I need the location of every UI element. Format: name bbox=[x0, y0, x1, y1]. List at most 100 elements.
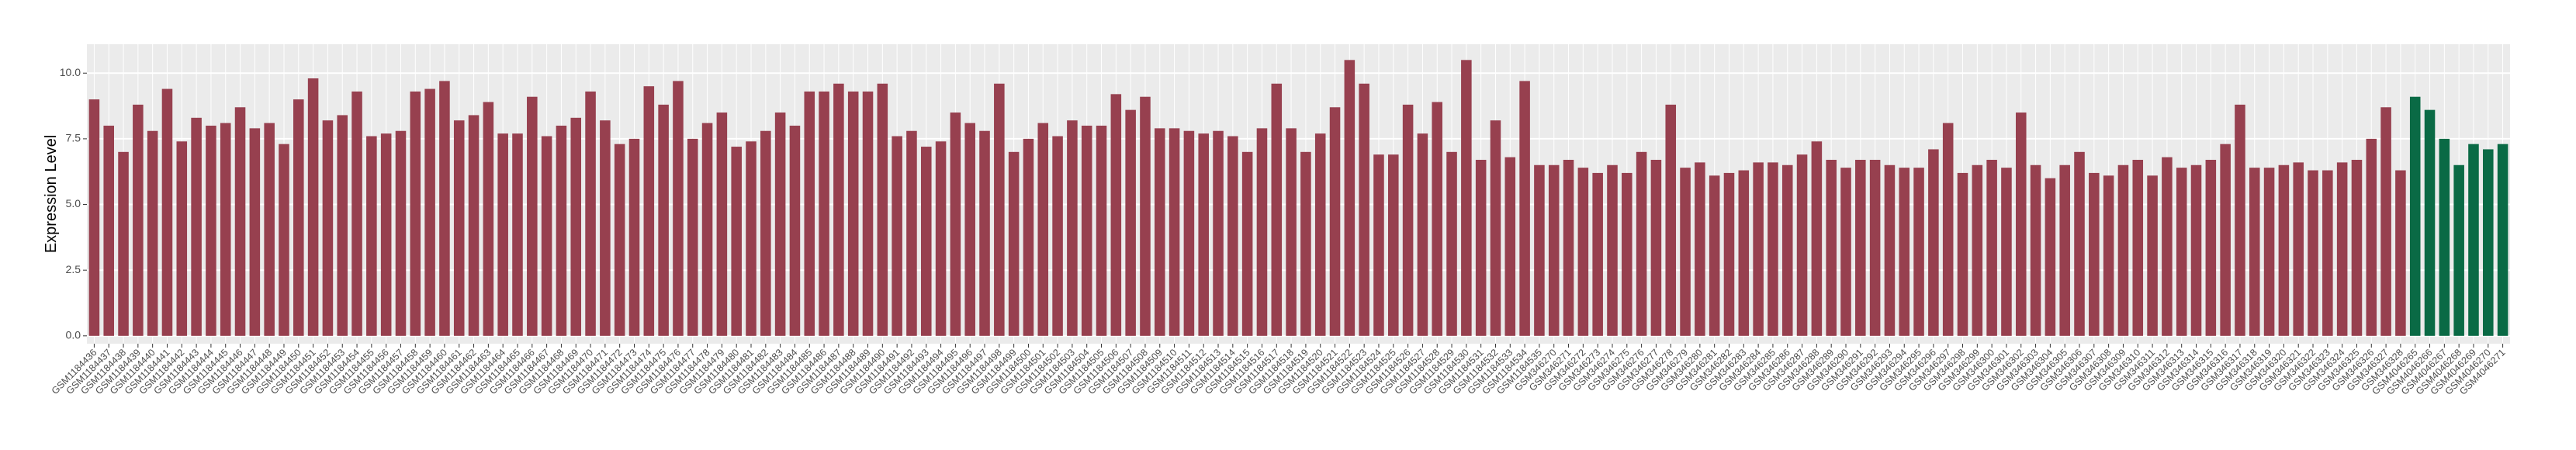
bar bbox=[1490, 120, 1501, 336]
bar bbox=[1665, 104, 1677, 336]
bar bbox=[1461, 60, 1472, 336]
bar bbox=[1899, 168, 1910, 336]
bar bbox=[1052, 136, 1063, 336]
bar bbox=[1709, 175, 1720, 336]
bar bbox=[395, 130, 407, 336]
bar bbox=[2089, 172, 2100, 336]
bar bbox=[453, 120, 465, 336]
y-tick-label: 5.0 bbox=[66, 197, 81, 209]
bar bbox=[1227, 136, 1238, 336]
bar bbox=[410, 91, 421, 336]
bar bbox=[2308, 170, 2318, 336]
bar bbox=[1738, 170, 1750, 336]
bar bbox=[2249, 168, 2260, 336]
bar bbox=[1942, 123, 1954, 336]
y-axis-label: Expression Level bbox=[43, 135, 60, 253]
bar bbox=[483, 102, 494, 336]
bar bbox=[1241, 151, 1253, 336]
bar bbox=[1388, 154, 1399, 336]
bar bbox=[1884, 164, 1896, 336]
bar bbox=[351, 91, 362, 336]
bar bbox=[1256, 128, 1268, 336]
bar bbox=[1067, 120, 1078, 336]
bar bbox=[2453, 164, 2464, 336]
bar bbox=[1155, 128, 1165, 336]
bar bbox=[862, 91, 874, 336]
bar bbox=[2045, 178, 2056, 336]
bar bbox=[1753, 162, 1764, 336]
bar bbox=[600, 120, 611, 336]
bar bbox=[556, 125, 567, 336]
bar bbox=[789, 125, 801, 336]
bar bbox=[2059, 164, 2070, 336]
bar bbox=[2351, 159, 2363, 336]
bar bbox=[191, 117, 202, 336]
bar bbox=[979, 130, 990, 336]
bar bbox=[88, 99, 100, 336]
bar bbox=[1271, 83, 1283, 336]
bar bbox=[1622, 172, 1633, 336]
bar bbox=[2074, 151, 2085, 336]
y-tick-label: 2.5 bbox=[66, 263, 81, 275]
bar bbox=[643, 86, 655, 336]
bar bbox=[1840, 168, 1851, 336]
bar bbox=[731, 147, 742, 336]
bar bbox=[585, 91, 596, 336]
y-tick-label: 10.0 bbox=[60, 66, 81, 78]
bar bbox=[2235, 104, 2245, 336]
y-tick-label: 0.0 bbox=[66, 329, 81, 341]
bar bbox=[1023, 138, 1034, 336]
bar bbox=[2483, 149, 2494, 336]
bar bbox=[161, 88, 173, 336]
bar bbox=[1695, 162, 1705, 336]
bar bbox=[279, 144, 289, 336]
bar bbox=[380, 133, 392, 336]
bar bbox=[1402, 104, 1414, 336]
bar bbox=[249, 128, 261, 336]
bar bbox=[687, 138, 698, 336]
bar bbox=[1344, 60, 1356, 336]
bar bbox=[760, 130, 771, 336]
bar bbox=[570, 117, 582, 336]
bar bbox=[176, 141, 188, 336]
bar bbox=[1723, 172, 1735, 336]
bar bbox=[2278, 164, 2290, 336]
bar bbox=[1096, 125, 1107, 336]
bar bbox=[2015, 112, 2027, 336]
bar bbox=[935, 141, 947, 336]
bar bbox=[497, 133, 508, 336]
bar bbox=[673, 81, 684, 336]
bar bbox=[2293, 162, 2304, 336]
bar bbox=[1986, 159, 1997, 336]
bar bbox=[1519, 81, 1530, 336]
bar bbox=[147, 130, 158, 336]
bar bbox=[103, 125, 114, 336]
bar bbox=[2497, 144, 2508, 336]
bar bbox=[2336, 162, 2348, 336]
bar bbox=[1972, 164, 1983, 336]
bar bbox=[293, 99, 304, 336]
bar bbox=[892, 136, 902, 336]
bar bbox=[2176, 168, 2187, 336]
bar bbox=[2409, 96, 2421, 336]
bar bbox=[2117, 164, 2129, 336]
bar bbox=[628, 138, 640, 336]
bar bbox=[1826, 159, 1837, 336]
bar bbox=[1957, 172, 1968, 336]
bar bbox=[2263, 168, 2275, 336]
bar bbox=[2205, 159, 2217, 336]
bar bbox=[1286, 128, 1297, 336]
bar bbox=[220, 123, 231, 336]
bar bbox=[1548, 164, 1560, 336]
bar bbox=[746, 141, 757, 336]
bar bbox=[2030, 164, 2041, 336]
bar bbox=[234, 107, 246, 336]
bar bbox=[1008, 151, 1020, 336]
bar bbox=[1534, 164, 1545, 336]
bar bbox=[512, 133, 523, 336]
bar bbox=[1811, 141, 1823, 336]
bar bbox=[658, 104, 669, 336]
bar bbox=[1446, 151, 1457, 336]
bar bbox=[1796, 154, 1808, 336]
